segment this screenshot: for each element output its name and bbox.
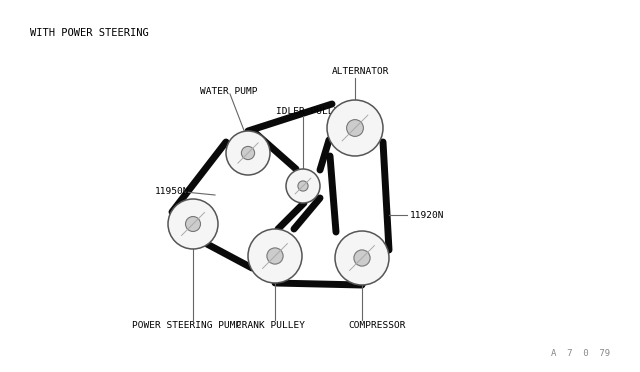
Circle shape	[354, 250, 370, 266]
Circle shape	[248, 229, 302, 283]
Text: IDLER PULLEY: IDLER PULLEY	[276, 108, 345, 116]
Circle shape	[267, 248, 283, 264]
Circle shape	[286, 169, 320, 203]
Circle shape	[347, 120, 364, 137]
Text: 11920N: 11920N	[410, 211, 445, 219]
Text: WATER PUMP: WATER PUMP	[200, 87, 257, 96]
Circle shape	[335, 231, 389, 285]
Text: CRANK PULLEY: CRANK PULLEY	[236, 321, 305, 330]
Circle shape	[298, 181, 308, 191]
Circle shape	[168, 199, 218, 249]
Circle shape	[186, 217, 200, 231]
Text: POWER STEERING PUMP: POWER STEERING PUMP	[132, 321, 241, 330]
Circle shape	[327, 100, 383, 156]
Circle shape	[226, 131, 270, 175]
Circle shape	[241, 147, 255, 160]
Text: WITH POWER STEERING: WITH POWER STEERING	[30, 28, 148, 38]
Text: COMPRESSOR: COMPRESSOR	[348, 321, 406, 330]
Text: 11950N: 11950N	[155, 187, 189, 196]
Text: ALTERNATOR: ALTERNATOR	[332, 67, 390, 77]
Text: A  7  0  79: A 7 0 79	[551, 349, 610, 358]
